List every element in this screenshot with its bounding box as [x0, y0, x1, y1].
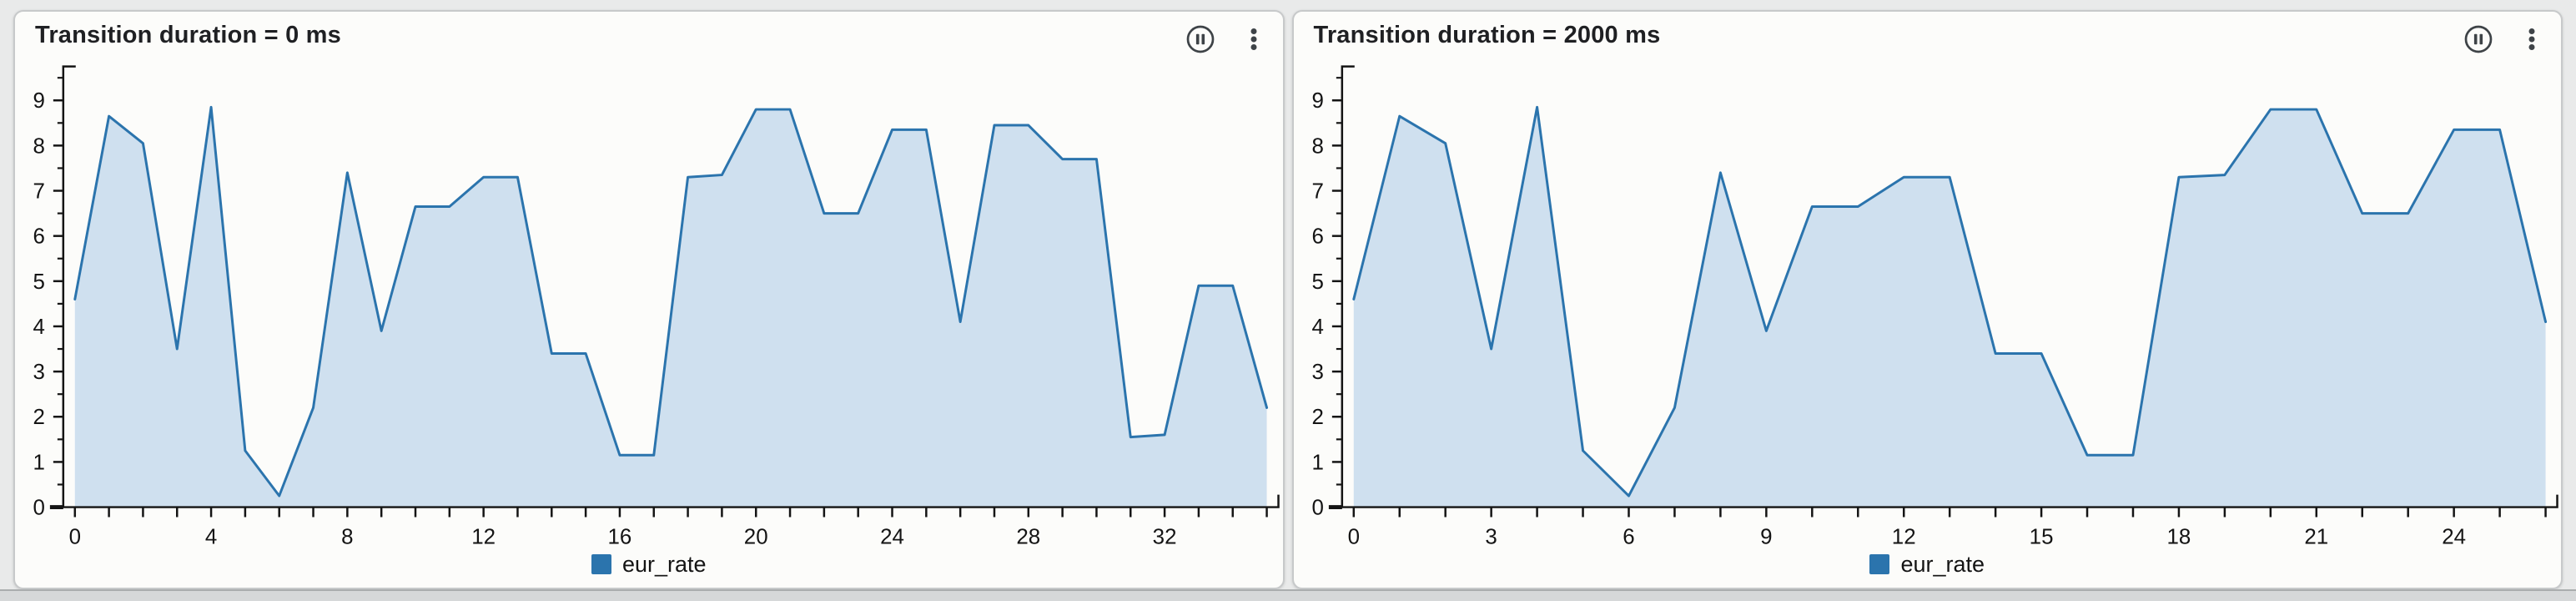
pause-circle-icon: [1186, 25, 1214, 53]
svg-text:8: 8: [1311, 134, 1323, 158]
svg-text:0: 0: [33, 497, 44, 520]
svg-text:6: 6: [33, 225, 44, 249]
svg-text:9: 9: [1311, 89, 1323, 113]
svg-text:15: 15: [2029, 525, 2053, 548]
legend-label: eur_rate: [621, 551, 707, 577]
svg-text:12: 12: [1891, 525, 1915, 548]
kebab-menu-icon: [2528, 28, 2535, 50]
panel-transition-0ms: 0 1 2 3 4 5 6 7 8 9 0 4 8 12 16 20 24 28 32 Transition dur…: [13, 10, 1285, 589]
svg-text:4: 4: [1311, 316, 1323, 339]
svg-text:1: 1: [33, 451, 44, 474]
pause-button[interactable]: [2463, 23, 2494, 55]
svg-text:2: 2: [33, 406, 44, 429]
svg-text:28: 28: [1016, 525, 1040, 548]
svg-text:9: 9: [1760, 525, 1772, 548]
svg-text:4: 4: [33, 316, 44, 339]
panel-actions: [1185, 23, 1270, 55]
legend-swatch: [1869, 554, 1890, 574]
svg-text:3: 3: [1311, 361, 1323, 384]
svg-text:21: 21: [2304, 525, 2328, 548]
panel-actions: [2463, 23, 2548, 55]
svg-text:0: 0: [1347, 525, 1359, 548]
svg-text:2: 2: [1311, 406, 1323, 429]
svg-text:0: 0: [1311, 497, 1323, 520]
svg-text:24: 24: [880, 525, 904, 548]
svg-text:4: 4: [205, 525, 217, 548]
svg-text:0: 0: [69, 525, 81, 548]
legend: eur_rate: [15, 551, 1283, 577]
svg-text:18: 18: [2166, 525, 2191, 548]
svg-text:16: 16: [608, 525, 632, 548]
svg-text:5: 5: [33, 270, 44, 294]
svg-text:12: 12: [471, 525, 496, 548]
window-bottom-edge: [0, 589, 2576, 601]
svg-text:32: 32: [1153, 525, 1177, 548]
legend: eur_rate: [1294, 551, 2562, 577]
svg-text:1: 1: [1311, 451, 1323, 474]
svg-text:6: 6: [1623, 525, 1634, 548]
svg-text:3: 3: [33, 361, 44, 384]
svg-text:8: 8: [33, 134, 44, 158]
legend-label: eur_rate: [1900, 551, 1985, 577]
menu-button[interactable]: [1238, 23, 1270, 55]
pause-circle-icon: [2464, 25, 2493, 53]
svg-text:20: 20: [744, 525, 768, 548]
svg-text:3: 3: [1485, 525, 1497, 548]
svg-text:7: 7: [33, 180, 44, 204]
pause-button[interactable]: [1185, 23, 1216, 55]
svg-text:6: 6: [1311, 225, 1323, 249]
svg-text:8: 8: [341, 525, 353, 548]
menu-button[interactable]: [2516, 23, 2548, 55]
legend-swatch: [591, 554, 611, 574]
svg-text:7: 7: [1311, 180, 1323, 204]
panel-title: Transition duration = 2000 ms: [1313, 22, 1661, 48]
panel-title: Transition duration = 0 ms: [35, 22, 341, 48]
svg-text:5: 5: [1311, 270, 1323, 294]
svg-text:9: 9: [33, 89, 44, 113]
svg-text:24: 24: [2442, 525, 2466, 548]
kebab-menu-icon: [1250, 28, 1256, 50]
panel-transition-2000ms: 0 1 2 3 4 5 6 7 8 9 0 3 6 9 12 15 18 21 24 Transition dura…: [1291, 10, 2563, 589]
